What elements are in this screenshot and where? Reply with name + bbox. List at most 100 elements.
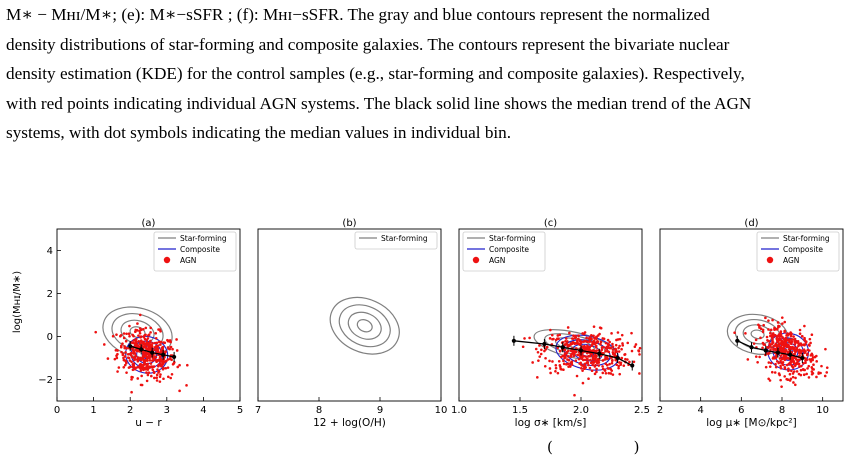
sf-contour — [347, 311, 382, 340]
agn-point — [789, 342, 793, 346]
agn-point — [591, 358, 595, 361]
chart-panel-3: (c) 1.0 1.5 2.0 2.5 log σ∗ [km/s] Star-forming… — [451, 218, 650, 429]
x-tick-label: 1.0 — [451, 405, 467, 416]
agn-point — [577, 357, 581, 361]
agn-point — [573, 393, 576, 397]
agn-point — [805, 372, 808, 376]
agn-point — [787, 367, 790, 371]
median-point — [735, 338, 740, 343]
agn-point — [806, 367, 809, 370]
agn-point — [146, 368, 150, 371]
agn-point — [136, 377, 140, 380]
legend-box — [153, 231, 237, 272]
agn-point — [765, 345, 769, 349]
agn-point — [798, 328, 802, 332]
agn-point — [554, 366, 558, 370]
agn-point — [140, 374, 143, 378]
agn-point — [752, 342, 756, 345]
agn-point — [144, 326, 148, 330]
agn-point — [614, 343, 618, 347]
agn-point — [772, 344, 776, 348]
median-point — [150, 350, 155, 355]
agn-point — [798, 332, 802, 336]
agn-point — [562, 368, 565, 372]
agn-point — [566, 355, 570, 358]
agn-point — [138, 329, 141, 333]
agn-point — [616, 331, 620, 334]
agn-point — [786, 350, 789, 354]
agn-point — [581, 381, 585, 385]
agn-point — [158, 375, 162, 379]
agn-point — [155, 341, 159, 345]
agn-point — [806, 352, 809, 356]
agn-point — [611, 342, 614, 346]
agn-point — [799, 368, 803, 372]
agn-point — [825, 366, 829, 369]
agn-point — [773, 328, 776, 331]
y-tick-label: 0 — [47, 332, 53, 343]
agn-point — [565, 363, 568, 366]
x-tick-label: 2.0 — [573, 405, 589, 416]
agn-point — [780, 316, 784, 319]
median-point — [542, 341, 547, 347]
agn-point — [604, 341, 608, 345]
agn-point — [788, 372, 792, 376]
agn-point — [782, 346, 786, 350]
agn-point — [160, 364, 164, 367]
agn-point — [616, 338, 620, 341]
agn-point — [119, 333, 123, 337]
sf-contour — [742, 324, 773, 345]
agn-point — [583, 358, 587, 362]
agn-point — [576, 353, 579, 357]
legend-box — [462, 231, 546, 272]
legend-label: AGN — [783, 256, 799, 265]
agn-point — [773, 357, 776, 360]
agn-point — [815, 375, 818, 379]
agn-point — [793, 337, 797, 341]
agn-point — [825, 371, 829, 374]
agn-point — [581, 369, 584, 372]
agn-point — [790, 338, 793, 341]
agn-point — [808, 349, 811, 352]
caption-line-1: M∗ − Mʜɪ/M∗; (e): M∗−sSFR ; (f): Mʜɪ−sSF… — [6, 5, 710, 24]
agn-point — [767, 361, 771, 364]
agn-point — [570, 337, 574, 340]
agn-point — [170, 372, 174, 376]
agn-point — [632, 360, 636, 364]
agn-point — [155, 379, 159, 382]
agn-point — [810, 366, 814, 369]
agn-point — [133, 356, 137, 360]
agn-point — [601, 365, 604, 368]
agn-point — [171, 347, 174, 351]
agn-point — [768, 342, 771, 346]
x-axis-label: log σ∗ [km/s] — [515, 417, 587, 429]
agn-point — [580, 366, 583, 370]
agn-point — [550, 333, 554, 337]
agn-point — [156, 368, 159, 371]
agn-point — [169, 376, 172, 380]
agn-point — [761, 346, 764, 350]
agn-point — [151, 342, 154, 345]
agn-point — [580, 353, 584, 357]
agn-point — [617, 350, 621, 353]
agn-point — [767, 377, 770, 381]
agn-point — [810, 370, 814, 373]
agn-point — [537, 359, 540, 362]
agn-point — [147, 333, 151, 337]
agn-point — [779, 366, 783, 370]
sf-contour — [329, 296, 400, 355]
agn-point — [150, 374, 153, 378]
agn-point — [595, 370, 598, 374]
agn-point — [543, 349, 546, 353]
agn-point — [577, 334, 580, 338]
agn-point — [122, 332, 126, 335]
agn-point — [770, 343, 774, 346]
x-tick-label: 8 — [316, 405, 322, 416]
agn-point — [127, 356, 131, 360]
agn-point — [124, 351, 127, 354]
agn-point — [624, 357, 627, 361]
agn-point — [127, 332, 131, 336]
agn-point — [149, 326, 152, 330]
agn-point — [580, 340, 584, 344]
agn-point — [128, 359, 132, 362]
